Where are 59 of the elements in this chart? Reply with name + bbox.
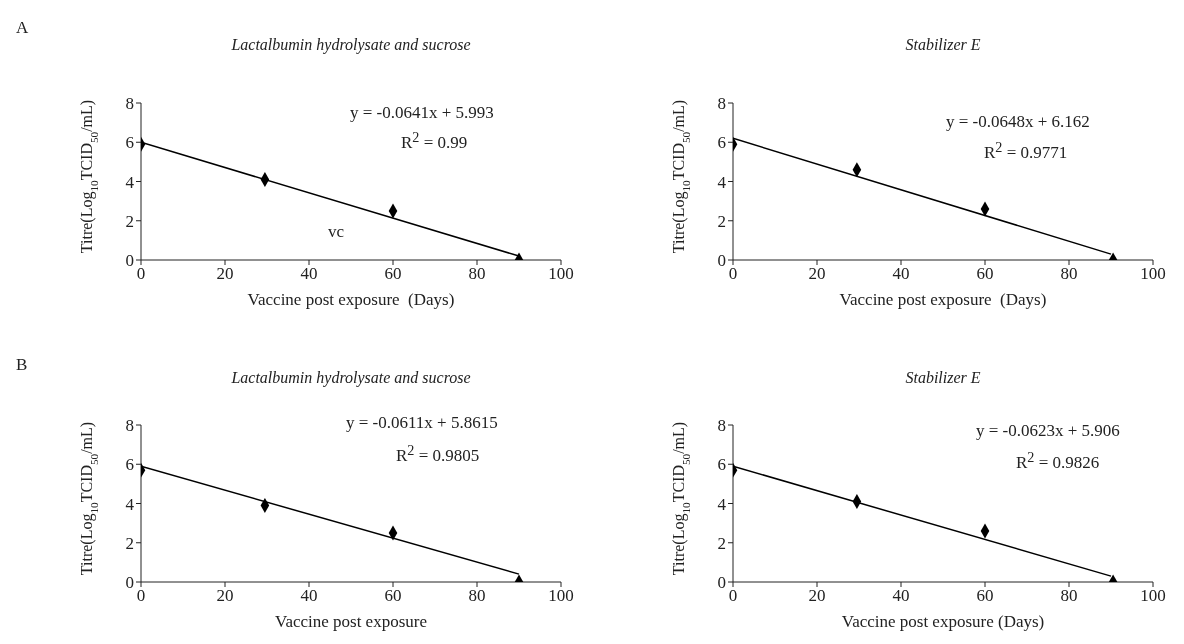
annotation: y = -0.0648x + 6.162 xyxy=(946,112,1090,132)
x-tick-label: 40 xyxy=(300,264,318,284)
x-tick-label: 100 xyxy=(548,264,574,284)
y-tick-label: 0 xyxy=(717,251,726,271)
x-tick-label: 100 xyxy=(1140,586,1166,606)
y-tick-label: 8 xyxy=(125,416,134,436)
x-tick-label: 60 xyxy=(976,264,994,284)
y-tick-label: 6 xyxy=(717,455,726,475)
x-tick-label: 40 xyxy=(300,586,318,606)
annotation: vc xyxy=(328,222,345,242)
annotation: y = -0.0611x + 5.8615 xyxy=(346,413,498,433)
x-axis-title: Vaccine post exposure (Days) xyxy=(841,612,1045,631)
x-axis-title: Vaccine post exposure xyxy=(274,612,428,631)
y-tick-label: 4 xyxy=(125,172,135,192)
x-tick-label: 40 xyxy=(892,586,910,606)
chart-title: Lactalbumin hydrolysate and sucrose xyxy=(231,36,471,54)
x-tick-label: 60 xyxy=(976,586,994,606)
y-tick-label: 4 xyxy=(717,494,727,514)
x-tick-label: 80 xyxy=(1060,264,1078,284)
x-tick-label: 60 xyxy=(384,586,402,606)
y-tick-label: 6 xyxy=(125,133,134,153)
x-tick-label: 100 xyxy=(1140,264,1166,284)
x-tick-label: 80 xyxy=(1060,586,1078,606)
x-tick-label: 20 xyxy=(808,586,826,606)
y-tick-label: 0 xyxy=(717,573,726,593)
annotation: y = -0.0641x + 5.993 xyxy=(350,103,494,123)
chart-title: Stabilizer E xyxy=(905,369,981,387)
y-tick-label: 0 xyxy=(125,573,134,593)
annotation: R$^{2}$ = 0.9805 xyxy=(396,441,480,467)
y-tick-label: 0 xyxy=(125,251,134,271)
x-tick-label: 60 xyxy=(384,264,402,284)
x-tick-label: 20 xyxy=(216,264,234,284)
text: A xyxy=(16,18,29,38)
x-tick-label: 20 xyxy=(216,586,234,606)
annotation: R$^{2}$ = 0.9771 xyxy=(984,138,1068,164)
y-tick-label: 8 xyxy=(717,416,726,436)
y-tick-label: 2 xyxy=(717,211,726,231)
x-tick-label: 100 xyxy=(548,586,574,606)
annotation: R$^{2}$ = 0.9826 xyxy=(1016,448,1100,474)
text: B xyxy=(16,355,28,375)
y-tick-label: 4 xyxy=(125,494,135,514)
y-tick-label: 2 xyxy=(125,211,134,231)
y-tick-label: 6 xyxy=(125,455,134,475)
y-tick-label: 2 xyxy=(125,533,134,553)
y-tick-label: 8 xyxy=(125,94,134,114)
chart-title: Lactalbumin hydrolysate and sucrose xyxy=(231,369,471,387)
x-axis-title: Vaccine post exposure (Days) xyxy=(839,290,1047,309)
x-tick-label: 80 xyxy=(468,264,486,284)
y-tick-label: 8 xyxy=(717,94,726,114)
x-tick-label: 80 xyxy=(468,586,486,606)
y-tick-label: 6 xyxy=(717,133,726,153)
y-tick-label: 4 xyxy=(717,172,727,192)
x-tick-label: 40 xyxy=(892,264,910,284)
chart-title: Stabilizer E xyxy=(905,36,981,54)
y-tick-label: 2 xyxy=(717,533,726,553)
annotation: R$^{2}$ = 0.99 xyxy=(401,128,468,154)
annotation: y = -0.0623x + 5.906 xyxy=(976,421,1120,441)
x-tick-label: 20 xyxy=(808,264,826,284)
x-axis-title: Vaccine post exposure (Days) xyxy=(247,290,455,309)
